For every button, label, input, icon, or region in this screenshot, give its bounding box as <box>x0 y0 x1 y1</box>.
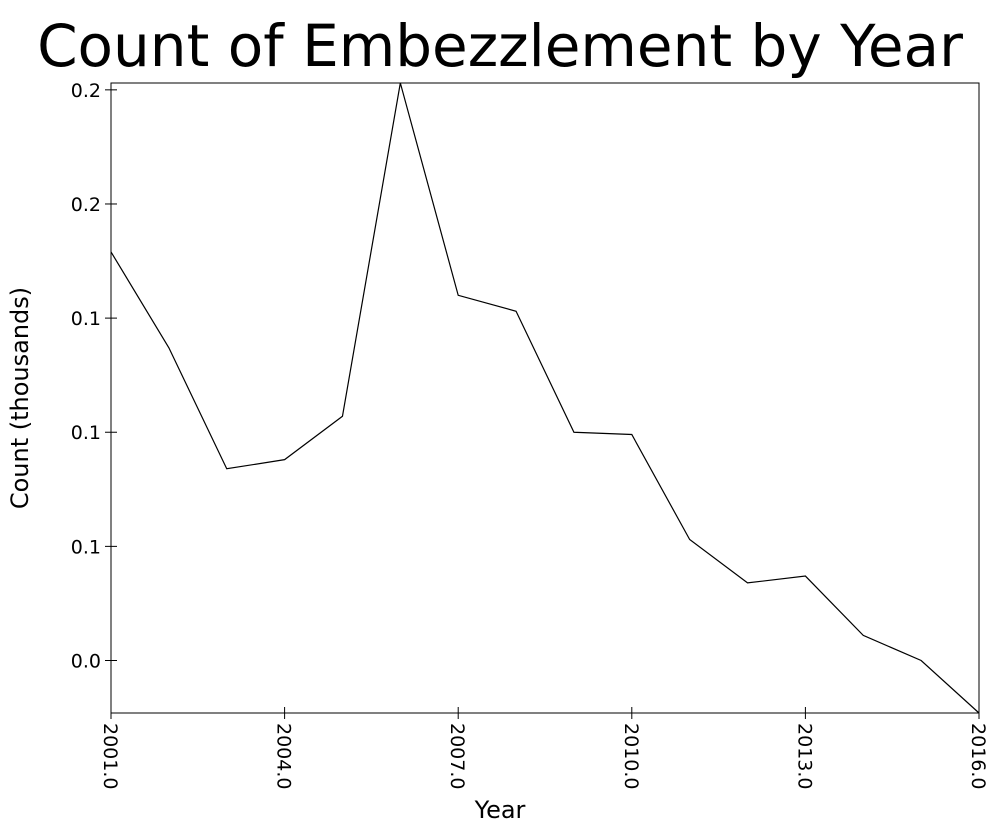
x-tick-label: 2007.0 <box>446 723 468 789</box>
x-tick-label: 2001.0 <box>99 723 121 789</box>
x-axis-label: Year <box>474 796 526 824</box>
chart-title: Count of Embezzlement by Year <box>37 12 963 80</box>
x-tick-label: 2004.0 <box>273 723 295 789</box>
y-tick-label: 0.2 <box>71 80 101 102</box>
y-axis-label: Count (thousands) <box>6 287 34 509</box>
y-tick-label: 0.2 <box>71 194 101 216</box>
data-line <box>110 82 980 714</box>
x-tick-label: 2013.0 <box>793 723 815 789</box>
y-tick-label: 0.1 <box>71 308 101 330</box>
x-tick-label: 2016.0 <box>967 723 989 789</box>
plot-frame <box>110 82 980 714</box>
y-tick-label: 0.0 <box>71 651 101 673</box>
y-tick-label: 0.1 <box>71 422 101 444</box>
y-tick-label: 0.1 <box>71 536 101 558</box>
x-tick-label: 2010.0 <box>620 723 642 789</box>
